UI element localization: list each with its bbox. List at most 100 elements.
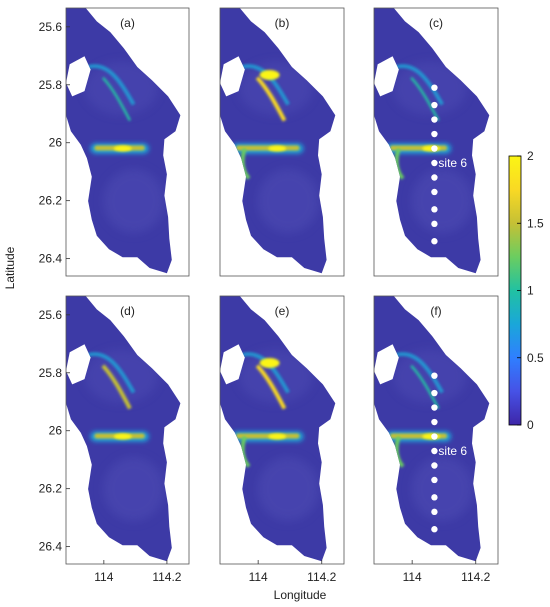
panel: (b) — [219, 7, 345, 277]
site-marker — [431, 433, 438, 440]
site-marker — [431, 84, 438, 91]
lake-hole — [66, 56, 91, 97]
heat-north-channel — [255, 364, 287, 410]
heat-peak — [113, 145, 132, 152]
heat-peak — [113, 433, 132, 440]
panel: (c) site 6 — [373, 7, 499, 277]
heat-peak — [268, 433, 287, 440]
heat-features — [84, 61, 165, 234]
x-tick-label: 114.2 — [307, 570, 336, 584]
panel-label: (b) — [275, 16, 290, 30]
heat-north-ridge — [87, 352, 136, 394]
x-tick-label: 114.2 — [461, 570, 490, 584]
site-marker — [431, 188, 438, 196]
y-tick-label: 25.6 — [39, 20, 63, 34]
site-6-label: site 6 — [438, 444, 467, 458]
panel-label: (c) — [429, 16, 443, 30]
panel-frame — [373, 7, 499, 277]
panel-label: (f) — [430, 304, 441, 318]
panel-frame — [219, 295, 345, 565]
site-marker — [431, 447, 438, 455]
heat-peak — [268, 145, 287, 152]
x-tick-label: 114 — [403, 570, 422, 584]
colorbar-tick-label: 1 — [527, 284, 534, 298]
x-tick-label: 114 — [249, 570, 268, 584]
panel: (d) 25.6 25.8 26 26.2 26.4 114 114.2 — [39, 295, 190, 584]
heat-north-channel — [255, 76, 287, 122]
y-tick-label: 25.8 — [39, 78, 63, 92]
site-marker — [431, 508, 438, 516]
y-tick-label: 26.2 — [39, 194, 63, 208]
site-marker — [431, 116, 438, 123]
heat-features — [231, 61, 320, 234]
x-axis-label: Longitude — [274, 588, 327, 602]
colorbar: 2 1.5 1 0.5 0 — [508, 149, 544, 432]
y-tick-label: 26.4 — [39, 540, 63, 554]
lake-hole — [220, 56, 245, 97]
site-marker — [431, 159, 438, 167]
y-tick-label: 26.4 — [39, 252, 63, 266]
colorbar-tick-label: 0 — [527, 418, 534, 432]
heat-north-peak — [259, 358, 280, 368]
site-marker — [431, 130, 438, 138]
lake-hole — [374, 56, 399, 97]
heat-north-ridge — [395, 352, 444, 394]
panel: (a) 25.6 25.8 26 26.2 26.4 — [39, 7, 190, 277]
site-marker — [431, 462, 438, 469]
y-tick-label: 26.2 — [39, 482, 63, 496]
x-tick-label: 114.2 — [152, 570, 181, 584]
region-map — [374, 296, 490, 562]
panel-frame — [65, 295, 190, 565]
site-marker — [431, 476, 438, 484]
site-marker — [431, 238, 438, 245]
region-map — [220, 8, 336, 274]
site-marker — [431, 418, 438, 426]
region-map — [374, 8, 490, 274]
panel-label: (d) — [120, 304, 135, 318]
colorbar-tick-label: 1.5 — [527, 216, 544, 230]
site-6-label: site 6 — [438, 156, 467, 170]
site-marker — [431, 145, 438, 152]
site-marker — [431, 404, 438, 411]
panel-frame — [219, 7, 345, 277]
site-marker — [431, 389, 438, 397]
panel: (f) 114 114.2 site 6 — [373, 295, 499, 584]
heat-north-channel — [101, 76, 132, 122]
heat-north-peak — [259, 70, 280, 80]
heat-north-ridge — [395, 64, 444, 106]
site-marker — [431, 206, 438, 213]
heat-features — [84, 349, 165, 522]
site-marker — [431, 494, 438, 501]
colorbar-tick-label: 0.5 — [527, 351, 544, 365]
lake-hole — [220, 344, 245, 385]
y-tick-label: 25.6 — [39, 308, 63, 322]
y-tick-label: 26 — [49, 424, 63, 438]
region-map — [66, 296, 181, 562]
y-tick-label: 25.8 — [39, 366, 63, 380]
site-marker — [431, 372, 438, 379]
x-tick-label: 114 — [94, 570, 113, 584]
heat-north-channel — [101, 364, 132, 410]
region-map — [220, 296, 336, 562]
heat-north-channel — [410, 76, 440, 122]
y-tick-label: 26 — [49, 136, 63, 150]
panel-frame — [373, 295, 499, 565]
lake-hole — [66, 344, 91, 385]
heat-features — [231, 349, 320, 522]
heat-north-channel — [410, 364, 440, 410]
site-marker — [431, 526, 438, 533]
heat-north-ridge — [87, 64, 136, 106]
panel-label: (e) — [275, 304, 290, 318]
panel-label: (a) — [120, 16, 135, 30]
site-marker — [431, 101, 438, 109]
colorbar-ticks: 2 1.5 1 0.5 0 — [517, 149, 544, 432]
panel-frame — [65, 7, 190, 277]
panels: (a) 25.6 25.8 26 26.2 26.4 (b) (c) site 6 (d) 25.6… — [39, 7, 499, 584]
y-axis-label: Latitude — [3, 246, 17, 289]
region-map — [66, 8, 181, 274]
panel: (e) 114 114.2 — [219, 295, 345, 584]
site-marker — [431, 220, 438, 228]
site-marker — [431, 174, 438, 181]
lake-hole — [374, 344, 399, 385]
